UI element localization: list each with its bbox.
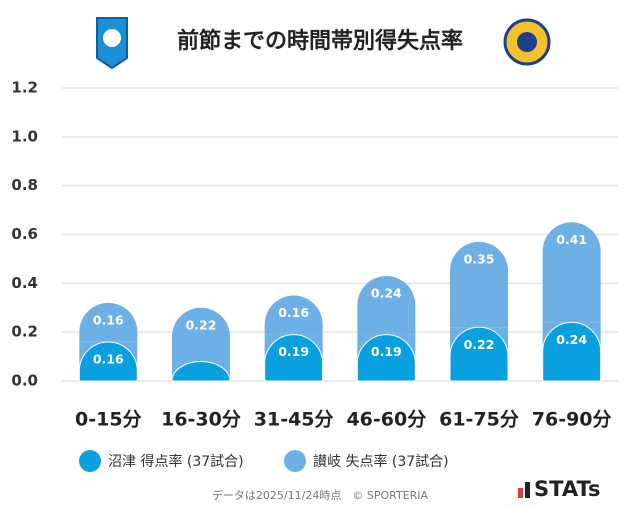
bar-segment [357,276,416,335]
value-label: 0.35 [464,251,495,266]
value-label: 0.19 [278,344,309,359]
x-tick-label: 61-75分 [439,409,519,431]
value-label: 0.16 [93,312,124,327]
y-tick-label: 1.0 [11,127,38,145]
value-label: 0.16 [278,305,309,320]
x-tick-label: 16-30分 [161,409,241,431]
bar-segment [542,321,602,382]
bar-segment [171,361,231,382]
y-tick-label: 0.2 [11,323,38,341]
brand: STATs [534,477,600,501]
legend-marker [79,450,101,472]
y-tick-label: 0.0 [11,372,38,390]
bar-segment [264,334,324,382]
bar-segment [78,341,138,382]
value-label: 0.24 [556,332,587,347]
chart-title: 前節までの時間帯別得失点率 [177,28,463,54]
legend-label: 沼津 得点率 (37試合) [108,453,244,470]
value-label: 0.22 [464,337,495,352]
legend-marker [284,450,306,472]
y-tick-label: 0.8 [11,176,38,194]
home-logo [96,17,128,70]
bar-segment [449,326,509,382]
x-tick-label: 46-60分 [346,409,426,431]
bar-segment [172,307,230,362]
value-label: 0.22 [186,317,217,332]
away-logo [503,18,551,66]
x-tick-label: 31-45分 [254,409,334,431]
y-tick-label: 1.2 [11,79,38,97]
bar-segment [264,295,323,335]
value-label: 0.16 [93,351,124,366]
brand-logo [518,482,530,498]
x-tick-label: 0-15分 [75,409,142,431]
bar-segment [79,302,138,342]
value-label: 0.24 [371,286,402,301]
bar-segment [356,334,416,382]
y-tick-label: 0.4 [11,274,38,292]
legend-label: 讃岐 失点率 (37試合) [313,453,449,470]
value-label: 0.41 [556,232,587,247]
bar-segment [450,241,508,328]
value-label: 0.19 [371,344,402,359]
footer: データは2025/11/24時点 © SPORTERIA [212,488,429,502]
bar-segment [542,222,601,323]
y-tick-label: 0.6 [11,225,38,243]
x-tick-label: 76-90分 [532,409,612,431]
